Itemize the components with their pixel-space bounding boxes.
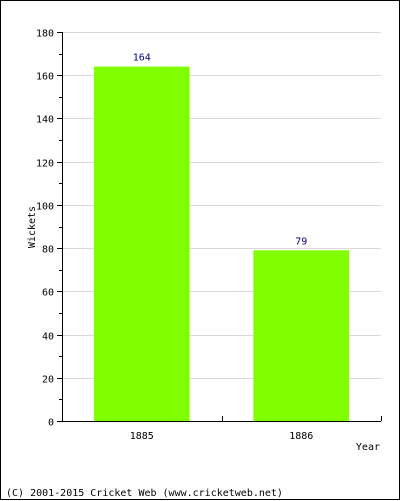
- labels: 0 20 40 60 80 100 120 140 160 180 164 1885 79 1886: [36, 29, 313, 443]
- bar-1885: [93, 66, 190, 422]
- x-tick-label: 1885: [130, 431, 154, 442]
- bar-1886: [253, 250, 350, 421]
- y-tick-label: 120: [36, 159, 54, 170]
- y-tick-label: 180: [36, 29, 54, 40]
- y-tick-label: 20: [42, 375, 54, 386]
- y-tick-label: 140: [36, 115, 54, 126]
- data-label: 79: [295, 236, 307, 247]
- y-tick-label: 100: [36, 202, 54, 213]
- copyright-text: (C) 2001-2015 Cricket Web (www.cricketwe…: [6, 488, 283, 499]
- axes: [57, 32, 382, 422]
- x-axis-title: Year: [356, 442, 380, 453]
- y-tick-label: 80: [42, 245, 54, 256]
- bars: [93, 66, 350, 422]
- data-label: 164: [133, 53, 151, 64]
- y-tick-label: 60: [42, 288, 54, 299]
- y-tick-label: 40: [42, 332, 54, 343]
- y-tick-label: 160: [36, 72, 54, 83]
- y-axis-title: Wickets: [27, 206, 38, 248]
- x-tick-label: 1886: [289, 431, 313, 442]
- y-tick-label: 0: [48, 418, 54, 429]
